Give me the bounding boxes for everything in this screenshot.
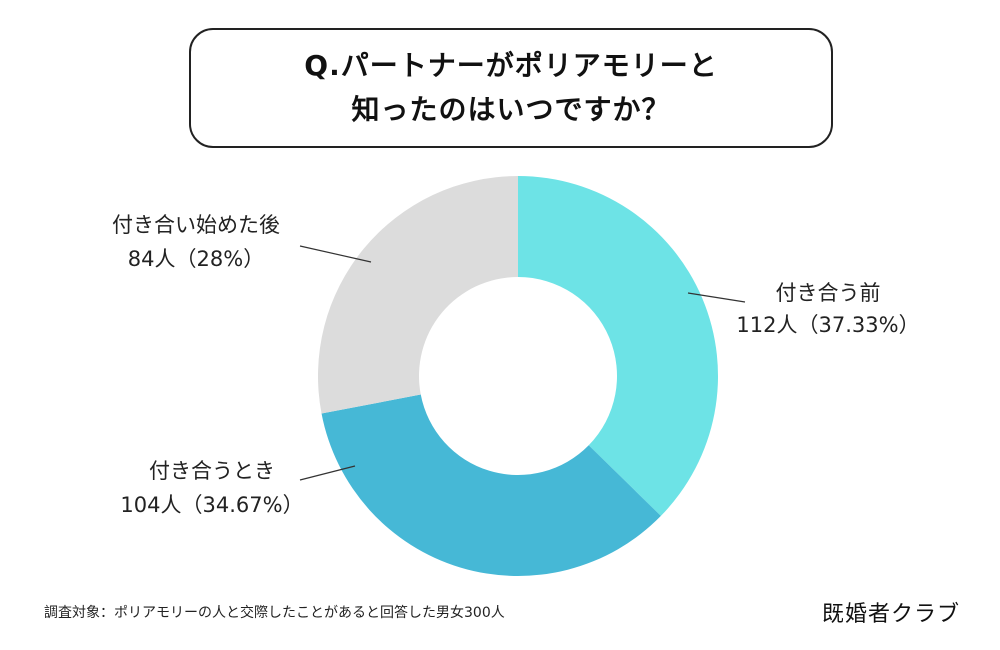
leader-line-3 [299, 245, 372, 263]
slice-label-3: 付き合い始めた後 [112, 213, 280, 237]
slice-value-label-3: 84人（28%） [128, 247, 264, 271]
leader-line-1 [687, 292, 746, 303]
slice-2 [321, 394, 661, 576]
footnote: 調査対象：ポリアモリーの人と交際したことがあると回答した男女300人 [44, 605, 505, 621]
slice-label-1: 付き合う前 [776, 281, 881, 305]
slice-3 [318, 176, 518, 414]
slice-label-2: 付き合うとき [149, 459, 275, 483]
slice-1 [518, 176, 719, 516]
title-line-1: Q.パートナーがポリアモリーと [304, 49, 718, 82]
slice-value-label-2: 104人（34.67%） [120, 493, 303, 517]
leader-line-2 [299, 465, 356, 481]
title-line-2: 知ったのはいつですか？ [351, 93, 671, 126]
slice-value-label-1: 112人（37.33%） [736, 313, 919, 337]
title-box: Q.パートナーがポリアモリーと 知ったのはいつですか？ [189, 28, 833, 148]
brand-logo-text: 既婚者クラブ [821, 602, 960, 627]
